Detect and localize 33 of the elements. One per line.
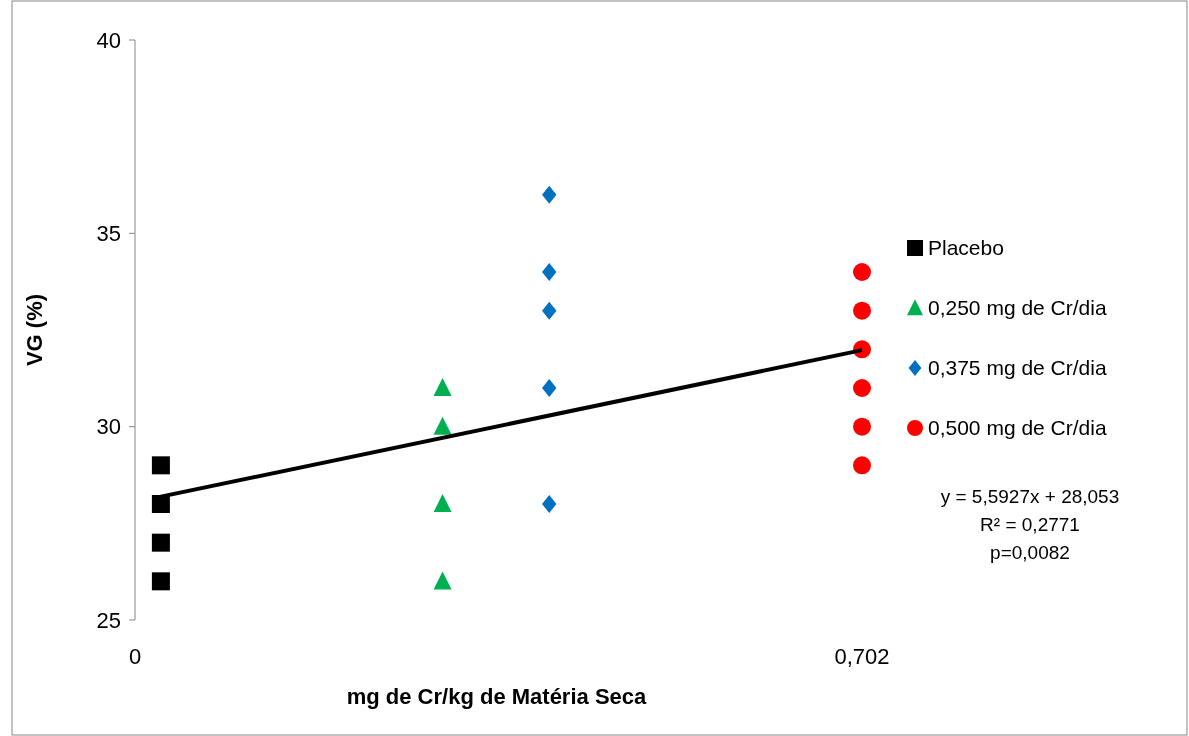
point [853, 301, 871, 320]
point [433, 378, 452, 397]
y-tick-label: 25 [96, 607, 121, 633]
point [542, 301, 557, 320]
point [853, 263, 871, 281]
y-tick-label: 40 [96, 27, 121, 53]
point [542, 185, 557, 204]
x-axis-title: mg de Cr/kg de Matéria Seca [346, 684, 648, 709]
y-tick-label: 35 [96, 221, 121, 247]
point [542, 495, 557, 513]
point [433, 416, 452, 435]
point [853, 417, 871, 436]
point [151, 572, 170, 591]
point [151, 533, 170, 552]
point [433, 494, 452, 513]
legend-label: 0,250 mg de Cr/dia [928, 296, 1107, 320]
x-tick-label: 0 [128, 644, 142, 669]
point [853, 456, 871, 475]
text: y = 5,5927x + 28,053 [940, 486, 1120, 507]
y-axis-title: VG (%) [22, 293, 47, 367]
point [151, 456, 170, 475]
legend-label: Placebo [928, 236, 1004, 260]
legend-label: 0,500 mg de Cr/dia [928, 416, 1107, 440]
point [151, 495, 170, 513]
point [542, 379, 557, 397]
text: R² = 0,2771 [980, 514, 1080, 535]
point [542, 263, 557, 281]
text: p=0,0082 [990, 542, 1070, 563]
legend-label: 0,375 mg de Cr/dia [928, 356, 1107, 380]
x-tick-label: 0,702 [834, 644, 890, 669]
y-tick-label: 30 [96, 414, 121, 440]
point [853, 379, 871, 397]
point [433, 571, 452, 590]
